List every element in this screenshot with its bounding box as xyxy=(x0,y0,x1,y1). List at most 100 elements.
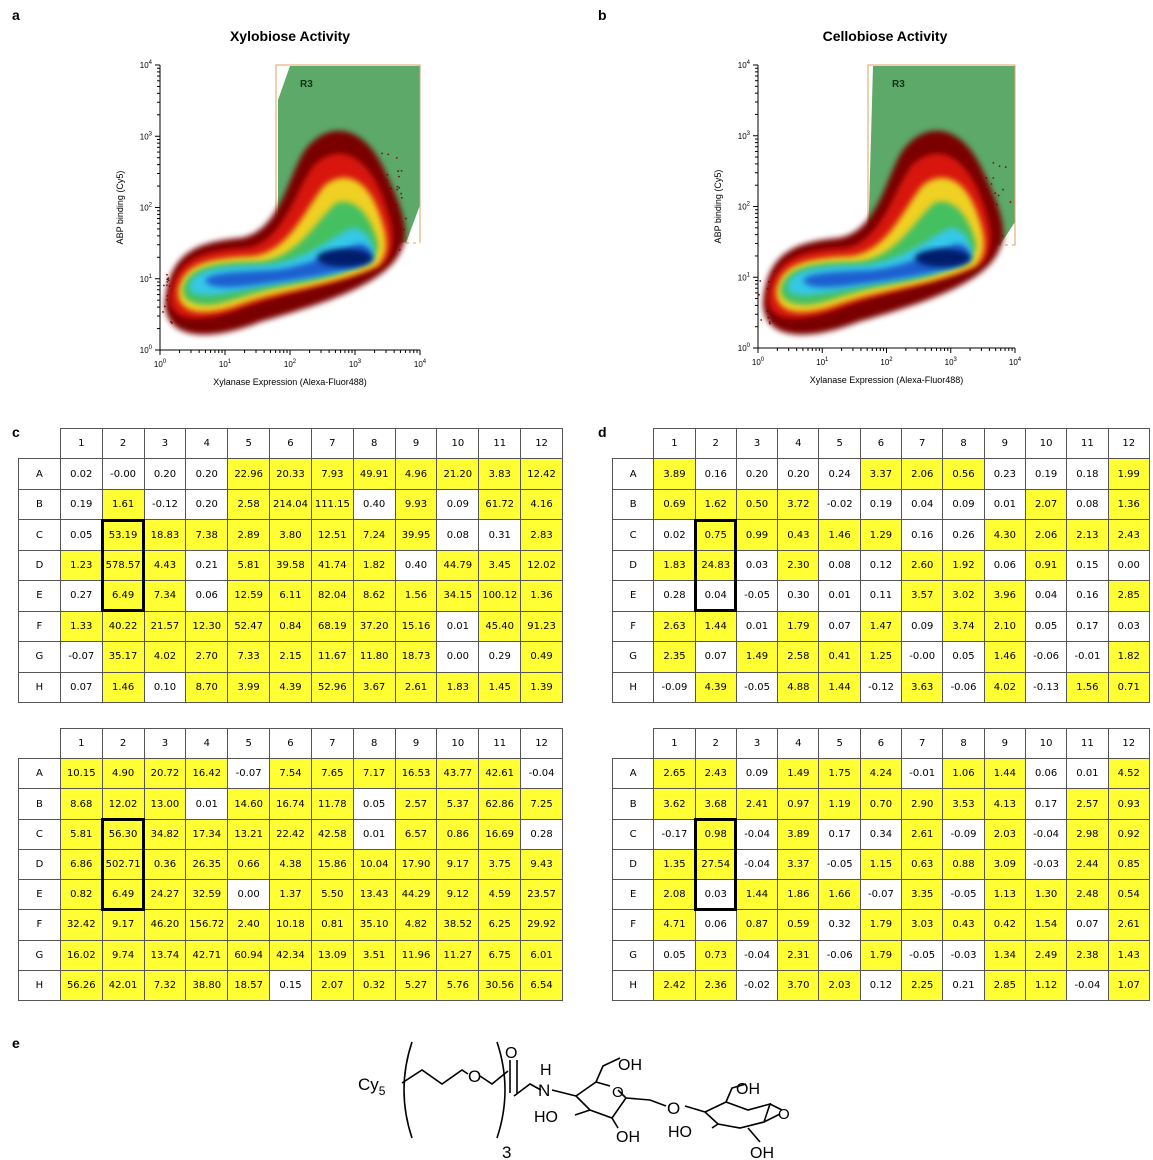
well-value: 4.82 xyxy=(394,909,438,941)
well-value: 18.83 xyxy=(143,519,187,551)
well-value: 1.29 xyxy=(859,519,903,551)
well-value: 0.07 xyxy=(59,671,103,703)
well-value: 1.75 xyxy=(818,758,861,790)
well-value: 27.54 xyxy=(694,848,737,881)
well-value: 4.90 xyxy=(101,758,145,790)
plate-row: D 1.23 578.57 4.43 0.21 5.81 39.58 41.74 1.82 0.4… xyxy=(18,549,563,582)
well-value: 10.04 xyxy=(352,848,396,881)
well-value: 2.35 xyxy=(653,641,696,673)
well-value: 3.75 xyxy=(478,848,522,881)
plate-row: E 0.27 6.49 7.34 0.06 12.59 6.11 82.04 8.62 1.56 3… xyxy=(18,580,563,612)
well-value: 2.36 xyxy=(694,969,737,1002)
well-value: 0.23 xyxy=(983,458,1026,490)
row-label: A xyxy=(611,758,655,790)
well-value: 4.39 xyxy=(269,671,312,703)
well-value: 1.45 xyxy=(478,671,522,703)
column-header: 12 xyxy=(1107,727,1151,760)
well-value: 2.30 xyxy=(777,549,820,582)
y-tick-label: 100 xyxy=(140,345,153,355)
well-value: 4.24 xyxy=(859,758,903,790)
well-value: 0.05 xyxy=(352,788,396,820)
well-value: 0.04 xyxy=(1024,580,1068,612)
row-label: C xyxy=(611,519,655,551)
well-value: 4.96 xyxy=(394,458,438,490)
column-header: 10 xyxy=(436,727,480,760)
well-value: 0.06 xyxy=(983,549,1026,582)
event-dot xyxy=(381,152,383,155)
event-dot xyxy=(1009,201,1012,203)
well-value: 8.70 xyxy=(185,671,229,703)
tick-exponent: 3 xyxy=(358,359,362,365)
plate-row: C 5.81 56.30 34.82 17.34 13.21 22.42 42.58 0.01 6… xyxy=(18,818,563,850)
tick-exponent: 1 xyxy=(149,274,153,280)
well-value: 0.42 xyxy=(983,909,1026,941)
column-header: 12 xyxy=(520,427,563,460)
well-value: 1.37 xyxy=(269,879,312,911)
ring-bond xyxy=(575,1081,611,1097)
header-row: 1 2 3 4 5 6 7 8 9 10 11 12 xyxy=(19,427,563,460)
well-value: -0.17 xyxy=(653,818,696,850)
well-value: 0.34 xyxy=(859,818,903,850)
y-tick-label: 104 xyxy=(140,60,153,70)
well-value: -0.04 xyxy=(735,818,779,850)
tick-base: 10 xyxy=(738,203,747,212)
well-value: -0.04 xyxy=(1024,818,1068,850)
well-value: 0.06 xyxy=(1024,758,1068,790)
tick-base: 10 xyxy=(738,61,747,70)
well-value: 1.12 xyxy=(1024,969,1068,1002)
well-value: 0.49 xyxy=(520,641,563,673)
well-value: 1.83 xyxy=(653,549,696,582)
well-value: 0.50 xyxy=(735,488,779,521)
well-value: 2.57 xyxy=(394,788,438,820)
well-value: 5.81 xyxy=(227,549,271,582)
well-value: 9.74 xyxy=(101,939,145,971)
well-value: 1.19 xyxy=(818,788,861,820)
well-value: -0.13 xyxy=(1024,671,1068,703)
event-dot xyxy=(398,186,401,189)
plate-row: H -0.09 4.39 -0.05 4.88 1.44 -0.12 3.63 -0.06 4.0… xyxy=(611,671,1151,703)
well-value: 91.23 xyxy=(520,610,563,643)
row-label: G xyxy=(18,939,61,971)
event-dot xyxy=(998,165,1001,168)
well-value: 0.01 xyxy=(983,488,1026,521)
tick-base: 10 xyxy=(738,344,747,353)
well-value: -0.05 xyxy=(901,939,944,971)
well-value: 0.73 xyxy=(694,939,737,971)
well-value: 0.32 xyxy=(352,969,396,1002)
tick-base: 10 xyxy=(752,358,761,367)
well-value: 2.43 xyxy=(694,758,737,790)
well-value: 0.97 xyxy=(777,788,820,820)
event-dot xyxy=(997,194,1000,197)
column-header: 4 xyxy=(185,427,229,460)
column-header: 7 xyxy=(901,427,944,460)
tick-exponent: 0 xyxy=(149,345,153,351)
well-value: 0.00 xyxy=(227,879,271,911)
well-value: 2.58 xyxy=(227,488,271,521)
row-label: D xyxy=(611,848,655,881)
well-value: 2.25 xyxy=(901,969,944,1002)
plate-row: F 32.42 9.17 46.20 156.72 2.40 10.18 0.81 35.10 4… xyxy=(18,909,563,941)
tick-base: 10 xyxy=(140,61,149,70)
column-header: 4 xyxy=(777,727,820,760)
corner-cell xyxy=(19,729,61,759)
well-value: 3.57 xyxy=(901,580,944,612)
well-value: 0.08 xyxy=(818,549,861,582)
well-value: 46.20 xyxy=(143,909,187,941)
well-value: 2.83 xyxy=(520,519,563,551)
column-header: 11 xyxy=(478,427,522,460)
well-value: 2.85 xyxy=(983,969,1026,1002)
row-label: E xyxy=(18,580,61,612)
dye-index: 5 xyxy=(379,1084,386,1098)
well-value: -0.04 xyxy=(520,758,563,790)
well-value: 3.37 xyxy=(777,848,820,881)
tick-exponent: 4 xyxy=(149,60,153,66)
well-value: 6.49 xyxy=(101,580,145,612)
well-value: 10.18 xyxy=(269,909,312,941)
event-dot xyxy=(992,161,995,164)
plate-row: A 2.65 2.43 0.09 1.49 1.75 4.24 -0.01 1.06 1.44 0.… xyxy=(611,758,1151,790)
event-dot xyxy=(992,177,995,179)
well-value: 578.57 xyxy=(101,549,145,582)
well-value: 6.86 xyxy=(59,848,103,881)
event-dot xyxy=(397,170,400,172)
